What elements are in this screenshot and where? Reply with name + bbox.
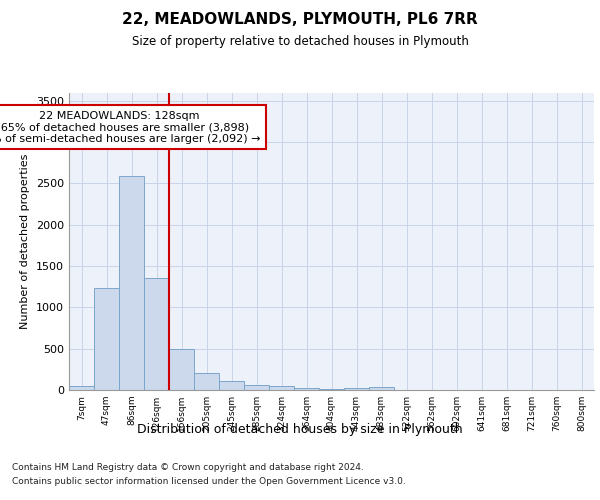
Bar bbox=[194, 374, 219, 390]
Y-axis label: Number of detached properties: Number of detached properties bbox=[20, 154, 31, 329]
Bar bbox=[319, 389, 344, 390]
Bar bbox=[294, 388, 319, 390]
Text: Contains public sector information licensed under the Open Government Licence v3: Contains public sector information licen… bbox=[12, 478, 406, 486]
Bar bbox=[244, 386, 269, 390]
Text: Size of property relative to detached houses in Plymouth: Size of property relative to detached ho… bbox=[131, 35, 469, 48]
Bar bbox=[94, 288, 119, 390]
Bar bbox=[119, 176, 144, 390]
Text: Distribution of detached houses by size in Plymouth: Distribution of detached houses by size … bbox=[137, 422, 463, 436]
Bar bbox=[344, 388, 369, 390]
Bar bbox=[169, 348, 194, 390]
Text: Contains HM Land Registry data © Crown copyright and database right 2024.: Contains HM Land Registry data © Crown c… bbox=[12, 462, 364, 471]
Text: 22, MEADOWLANDS, PLYMOUTH, PL6 7RR: 22, MEADOWLANDS, PLYMOUTH, PL6 7RR bbox=[122, 12, 478, 28]
Bar bbox=[219, 381, 244, 390]
Bar bbox=[269, 386, 294, 390]
Bar bbox=[369, 386, 394, 390]
Text: 22 MEADOWLANDS: 128sqm
← 65% of detached houses are smaller (3,898)
35% of semi-: 22 MEADOWLANDS: 128sqm ← 65% of detached… bbox=[0, 110, 261, 144]
Bar bbox=[69, 386, 94, 390]
Bar bbox=[144, 278, 169, 390]
